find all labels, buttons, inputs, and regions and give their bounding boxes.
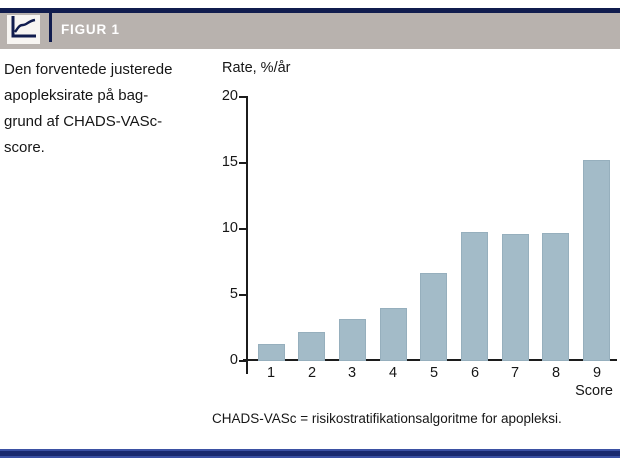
x-tick-label: 6 (470, 365, 480, 381)
bottom-rule (0, 449, 620, 458)
y-tick-label: 5 (229, 286, 238, 302)
header-divider (49, 13, 52, 42)
bar (542, 233, 569, 361)
x-tick-label: 4 (388, 365, 398, 381)
y-axis-line (246, 96, 248, 374)
y-tick (239, 162, 246, 164)
bar (583, 160, 610, 361)
y-tick-label: 10 (221, 220, 238, 236)
y-tick (239, 360, 246, 362)
bar (298, 332, 325, 361)
x-tick-label: 1 (266, 365, 276, 381)
y-tick-label: 0 (229, 352, 238, 368)
x-tick-label: 8 (551, 365, 561, 381)
y-tick (239, 294, 246, 296)
y-axis-title: Rate, %/år (222, 60, 291, 76)
bar (380, 308, 407, 361)
figure-title: FIGUR 1 (61, 22, 120, 37)
y-tick-label: 20 (221, 88, 238, 104)
top-rule (0, 8, 620, 13)
x-tick-label: 3 (347, 365, 357, 381)
x-tick-label: 2 (307, 365, 317, 381)
x-tick-label: 5 (429, 365, 439, 381)
bar (461, 232, 488, 361)
y-tick-label: 15 (221, 154, 238, 170)
bar (339, 319, 366, 361)
line-chart-icon (10, 15, 37, 44)
x-tick-label: 7 (510, 365, 520, 381)
bar (502, 234, 529, 361)
figure-caption: Den forventede justerede apopleksirate p… (4, 61, 173, 156)
bar (258, 344, 285, 361)
icon-box (7, 15, 40, 44)
y-tick (239, 96, 246, 98)
y-tick (239, 228, 246, 230)
figure-header: FIGUR 1 (0, 13, 620, 49)
x-tick-label: 9 (592, 365, 602, 381)
x-axis-title: Score (575, 383, 613, 399)
bar (420, 273, 447, 361)
figure-footnote: CHADS-VASc = risikostratifikationsalgori… (212, 411, 562, 426)
